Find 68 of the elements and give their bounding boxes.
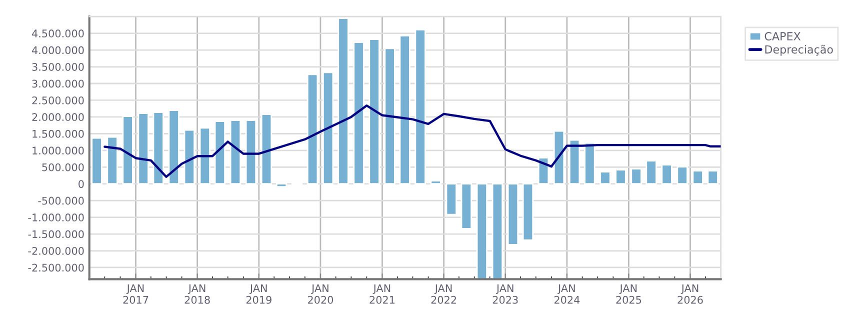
legend-label: Depreciação	[765, 44, 833, 56]
bar	[492, 183, 504, 280]
y-tick-label: -1.000.000	[28, 214, 84, 222]
y-tick-label: -2.500.000	[28, 264, 84, 272]
x-tick-label: JAN 2026	[678, 284, 703, 304]
bar	[584, 142, 596, 185]
legend-label: CAPEX	[764, 32, 801, 40]
bar	[430, 180, 442, 185]
x-tick-label: JAN 2023	[492, 284, 518, 304]
bar	[476, 183, 488, 280]
bar	[446, 183, 457, 216]
x-tick-label: JAN 2021	[370, 284, 395, 304]
y-tick-label: 2.000.000	[32, 113, 84, 122]
bar	[676, 166, 688, 185]
bar	[568, 139, 580, 185]
bar	[538, 157, 550, 185]
x-tick-label: JAN 2022	[431, 284, 456, 304]
bar	[399, 34, 410, 185]
bar	[368, 38, 380, 185]
bar	[91, 137, 102, 185]
x-tick-label: JAN 2025	[616, 284, 642, 304]
bar	[245, 120, 257, 185]
bar	[522, 183, 534, 241]
bar	[661, 164, 672, 185]
bar	[460, 183, 472, 230]
x-tick-label: JAN 2018	[184, 284, 210, 304]
line-series	[104, 104, 721, 178]
y-tick-label: 500.000	[42, 163, 84, 172]
bar	[692, 170, 704, 185]
bar	[338, 18, 349, 185]
bar	[322, 72, 334, 185]
y-tick-label: 1.500.000	[32, 130, 84, 138]
bar	[600, 171, 611, 185]
bar	[106, 136, 118, 185]
y-tick-label: 3.000.000	[32, 80, 84, 88]
y-tick-label: -1.500.000	[28, 230, 84, 238]
x-tick-label: JAN 2019	[246, 284, 272, 304]
bar	[414, 28, 426, 185]
bar	[152, 112, 164, 185]
x-tick-label: JAN 2024	[554, 284, 580, 304]
y-tick-label: 1.000.000	[32, 146, 84, 155]
bar	[199, 127, 210, 185]
bar	[553, 130, 565, 185]
bar	[184, 129, 195, 185]
bar	[384, 48, 396, 185]
bar	[260, 114, 272, 185]
bar	[122, 116, 134, 185]
bar	[214, 120, 226, 185]
bar	[646, 160, 657, 185]
bar	[353, 42, 364, 185]
x-tick-label: JAN 2017	[123, 284, 148, 304]
bar	[168, 110, 180, 185]
y-tick-label: -2.000.000	[28, 246, 84, 255]
bar	[615, 169, 626, 185]
y-tick-label: 4.000.000	[32, 46, 84, 54]
bar	[276, 183, 288, 188]
bar	[230, 120, 242, 185]
bar	[138, 112, 149, 185]
y-tick-label: 4.500.000	[32, 30, 84, 38]
x-tick-label: JAN 2020	[308, 284, 334, 304]
y-tick-label: -500.000	[38, 196, 84, 205]
bar	[306, 74, 318, 185]
y-tick-label: 2.500.000	[32, 96, 84, 104]
y-tick-label: 0	[78, 180, 84, 188]
y-tick-label: 3.500.000	[32, 62, 84, 71]
bar	[630, 168, 642, 185]
bar	[707, 170, 718, 185]
bar	[507, 183, 519, 246]
